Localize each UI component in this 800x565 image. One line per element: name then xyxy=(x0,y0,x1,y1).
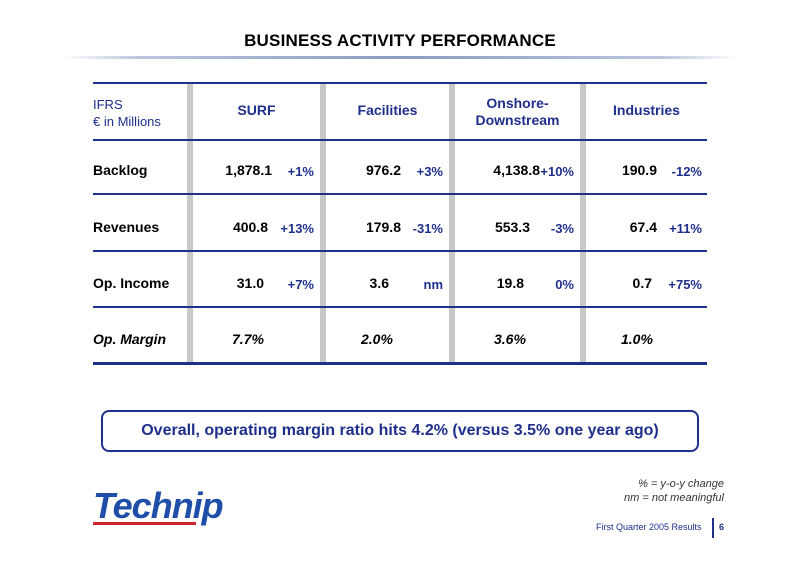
table-bottom-rule xyxy=(93,362,707,365)
row-label-backlog: Backlog xyxy=(93,162,148,178)
table-cell-change: nm xyxy=(423,277,444,292)
legend-note-percent: % = y-o-y change xyxy=(638,478,724,490)
table-cell-value: 553.3 xyxy=(494,219,530,235)
table-cell-value: 3.6% xyxy=(494,331,526,347)
header-rule xyxy=(93,139,707,141)
table-cell-change: +11% xyxy=(669,221,702,236)
row-rule xyxy=(93,250,707,252)
row-rule xyxy=(93,193,707,195)
table-cell-change: 0% xyxy=(555,277,574,292)
table-cell-value: 976.2 xyxy=(365,162,401,178)
table-cell-value: 4,138.8 xyxy=(493,162,540,178)
table-cell-value: 400.8 xyxy=(232,219,268,235)
table-cell-value: 19.8 xyxy=(496,275,524,291)
table-cell-value: 3.6 xyxy=(369,275,389,291)
units-label: IFRS € in Millions xyxy=(93,97,161,129)
table-cell-value: 190.9 xyxy=(621,162,657,178)
footer-divider xyxy=(712,518,714,538)
summary-callout: Overall, operating margin ratio hits 4.2… xyxy=(101,410,699,452)
table-cell-change: -31% xyxy=(412,221,443,236)
column-header-onshore-downstream: Onshore- Downstream xyxy=(475,95,560,128)
column-separator xyxy=(580,82,586,364)
table-cell-change: +1% xyxy=(287,164,314,179)
column-header-facilities: Facilities xyxy=(357,102,418,118)
table-cell-value: 7.7% xyxy=(232,331,264,347)
table-cell-change: +75% xyxy=(668,277,702,292)
table-cell-value: 31.0 xyxy=(236,275,264,291)
table-cell-value: 67.4 xyxy=(629,219,657,235)
column-header-surf: SURF xyxy=(237,102,276,118)
table-top-rule xyxy=(93,82,707,84)
page-number: 6 xyxy=(719,522,725,532)
table-cell-change: +13% xyxy=(280,221,314,236)
row-label-op-margin: Op. Margin xyxy=(93,331,167,347)
technip-logo: Technip xyxy=(93,485,224,526)
column-header-industries: Industries xyxy=(613,102,680,118)
table-cell-value: 0.7 xyxy=(632,275,652,291)
row-label-op-income: Op. Income xyxy=(93,275,170,291)
table-cell-value: 179.8 xyxy=(365,219,401,235)
table-cell-change: +3% xyxy=(416,164,443,179)
legend-note-nm: nm = not meaningful xyxy=(624,492,724,504)
row-rule xyxy=(93,306,707,308)
table-cell-change: +7% xyxy=(287,277,314,292)
table-cell-value: 2.0% xyxy=(361,331,393,347)
logo-underline xyxy=(93,522,196,525)
table-cell-value: 1,878.1 xyxy=(225,162,272,178)
footer-label: First Quarter 2005 Results xyxy=(596,522,702,532)
slide-title: BUSINESS ACTIVITY PERFORMANCE xyxy=(244,31,556,50)
column-separator xyxy=(449,82,455,364)
title-underline xyxy=(60,56,740,59)
table-cell-change: -12% xyxy=(671,164,702,179)
column-separator xyxy=(320,82,326,364)
row-label-revenues: Revenues xyxy=(93,219,160,235)
table-cell-value: 1.0% xyxy=(621,331,653,347)
table-cell-change: +10% xyxy=(540,164,574,179)
table-cell-change: -3% xyxy=(550,221,574,236)
column-separator xyxy=(187,82,193,364)
